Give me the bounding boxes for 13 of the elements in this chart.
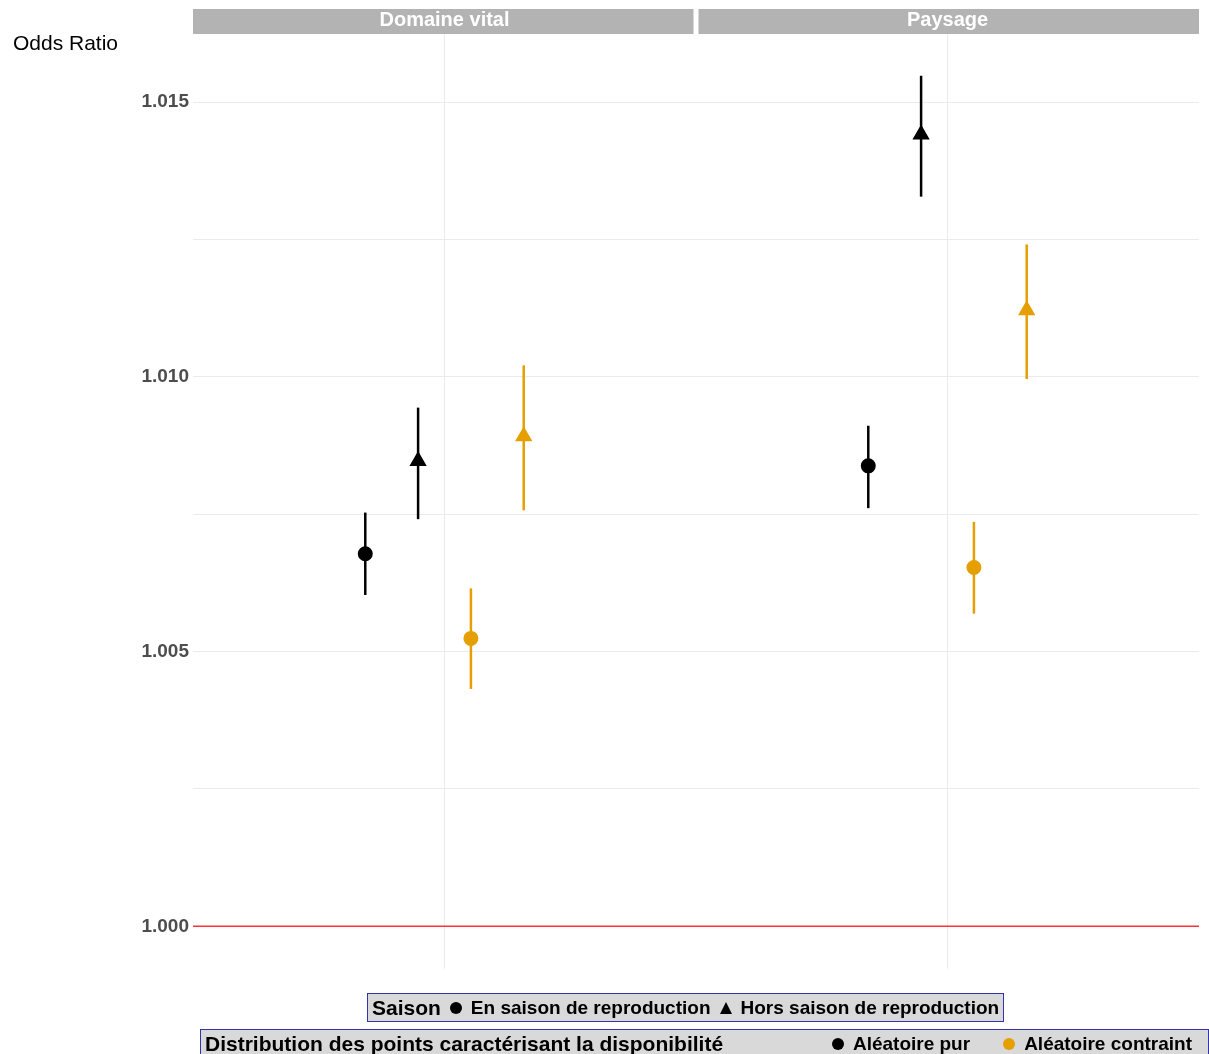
text: Distribution des points caractérisant la disponibilité — [205, 1031, 724, 1054]
text: En saison de reproduction — [470, 996, 711, 1019]
x-tick-label: Domaine vital — [379, 7, 510, 30]
y-tick-label: 1.000 — [141, 914, 189, 936]
text: Aléatoire contraint — [1024, 1032, 1192, 1054]
legend-title: Saison — [372, 995, 441, 1019]
y-tick-label: 1.015 — [141, 90, 190, 112]
y-tick-label: 1.010 — [141, 365, 189, 387]
x-tick-label: Paysage — [906, 7, 989, 30]
y-axis-title: Odds Ratio — [13, 31, 119, 55]
text: Hors saison de reproduction — [740, 996, 1000, 1019]
text: Aléatoire pur — [852, 1032, 971, 1054]
y-tick-label: 1.005 — [141, 639, 190, 661]
